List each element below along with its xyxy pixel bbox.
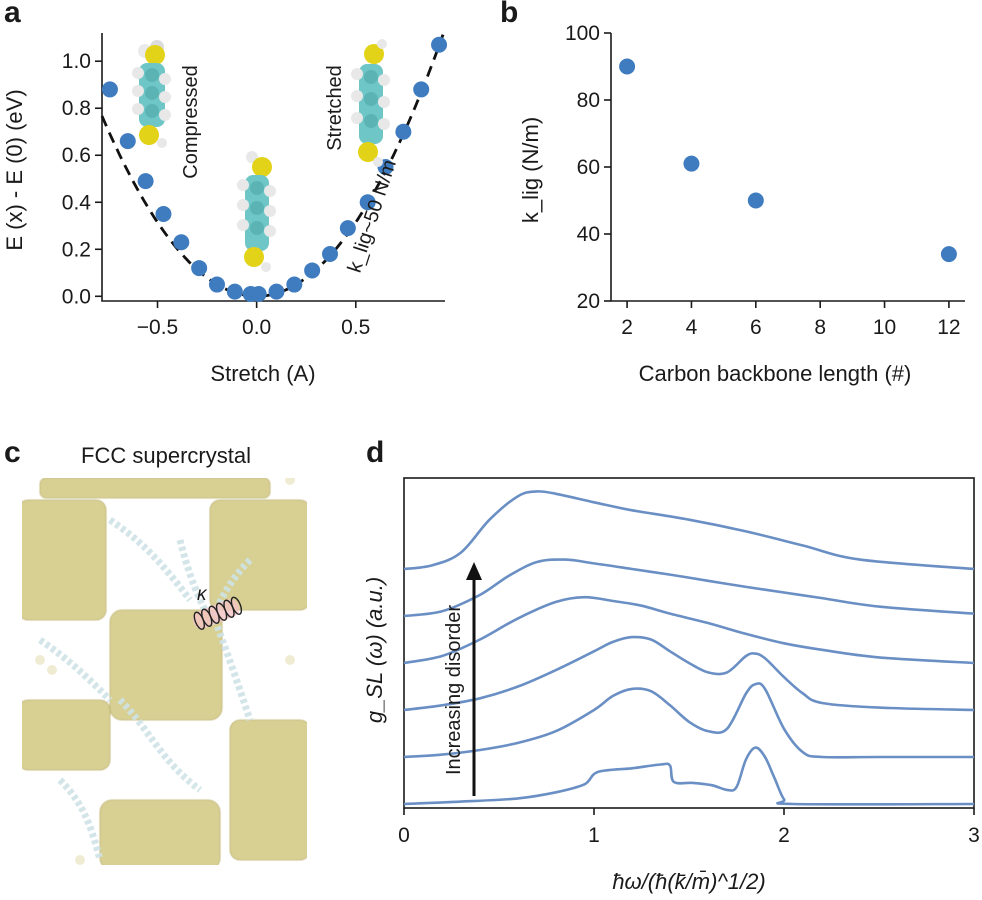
middle-molecule-image	[237, 151, 276, 272]
panel-d-curves	[403, 490, 975, 806]
panel-d-series-line-1	[403, 682, 974, 759]
panel-a-y-tick-label: 0.2	[62, 238, 91, 261]
stretched-annotation: Stretched	[324, 65, 346, 151]
panel-b-data-point	[940, 246, 957, 263]
panel-d-series-line-4	[403, 558, 975, 618]
panel-d-x-axis-label: ħω/(ħ(k̄/m̄)^1/2)	[612, 869, 765, 894]
panel-a-data-point	[173, 234, 190, 251]
panel-b-points	[619, 58, 957, 263]
panel-b-y-tick-label: 40	[577, 223, 600, 246]
panel-b-data-point	[619, 58, 636, 75]
panel-c-title: FCC supercrystal	[81, 443, 251, 468]
panel-a-data-point	[322, 245, 339, 262]
panel-a-data-point	[304, 262, 321, 279]
panel-d-x-tick-label: 0	[398, 824, 410, 847]
panel-a-y-tick-label: 0.0	[62, 285, 91, 308]
panel-a-data-point	[226, 283, 243, 300]
k-lig-annotation: k_lig~50 N/m	[344, 157, 401, 275]
panel-a-data-point	[155, 206, 172, 223]
panel-a-chart: −0.5 0.0 0.5 0.0 0.2 0.4 0.6 0.8 1.0	[2, 33, 448, 386]
panel-b-axes	[610, 33, 965, 302]
panel-a-data-point	[431, 36, 448, 53]
compressed-molecule-image	[132, 40, 171, 148]
panel-b-x-tick-label: 6	[750, 316, 762, 339]
panel-d-series-line-3	[403, 595, 975, 665]
fcc-supercrystal-image: κ	[22, 478, 307, 865]
panel-a-axes	[101, 33, 445, 302]
panel-b-x-tick-label: 2	[621, 316, 633, 339]
panel-a-data-point	[191, 260, 208, 277]
panel-a-y-axis-label: E (x) - E (0) (eV)	[2, 89, 27, 250]
panel-d-series-line-2	[403, 635, 975, 712]
panel-d-frame	[403, 477, 975, 809]
panel-d-x-tick-label: 2	[778, 824, 790, 847]
panel-b-y-tick-label: 80	[577, 89, 600, 112]
panel-d-label: d	[366, 436, 384, 469]
panel-b-ticks: 2 4 6 8 10 12 20 40 60 80 100	[565, 22, 961, 339]
panel-a-x-tick-label: 0.5	[341, 316, 370, 339]
panel-b-x-tick-label: 4	[686, 316, 698, 339]
panel-a-data-point	[359, 194, 376, 211]
panel-a-points	[101, 36, 448, 302]
panel-b-y-tick-label: 60	[577, 156, 600, 179]
panel-c-label: c	[4, 436, 21, 469]
panel-b-y-axis-label: k_lig (N/m)	[518, 117, 543, 223]
panel-b-x-tick-label: 12	[937, 316, 960, 339]
panel-d-x-tick-label: 1	[588, 824, 600, 847]
panel-d-y-axis-label: g_SL (ω) (a.u.)	[362, 577, 387, 723]
panel-b-x-axis-label: Carbon backbone length (#)	[639, 361, 912, 386]
panel-d-chart: 0 1 2 3 Increasing disorder g_SL (ω) (a.u.)…	[362, 477, 980, 894]
panel-d-series-line-5	[403, 490, 975, 571]
spring-illustration	[192, 596, 243, 630]
panel-b-label: b	[500, 0, 518, 29]
panel-a-x-tick-label: −0.5	[137, 316, 178, 339]
disorder-arrow-label: Increasing disorder	[443, 605, 465, 775]
panel-b-y-tick-label: 100	[565, 22, 600, 45]
panel-a-data-point	[339, 220, 356, 237]
panel-a-data-point	[208, 276, 225, 293]
panel-a-data-point	[250, 285, 267, 302]
panel-d-x-tick-label: 3	[968, 824, 980, 847]
panel-a-data-point	[286, 276, 303, 293]
panel-a-data-point	[137, 173, 154, 190]
panel-a-y-tick-label: 0.4	[62, 191, 92, 214]
panel-a-x-axis-label: Stretch (A)	[210, 361, 315, 386]
panel-a-label: a	[4, 0, 21, 29]
panel-b-x-tick-label: 8	[814, 316, 826, 339]
panel-d-series-line-0	[403, 746, 975, 806]
panel-a-x-tick-label: 0.0	[242, 316, 271, 339]
panel-a-data-point	[101, 81, 118, 98]
panel-a-y-tick-label: 0.8	[62, 97, 91, 120]
spring-kappa-label: κ	[197, 584, 208, 605]
panel-d-ticks: 0 1 2 3	[398, 808, 980, 847]
panel-b-chart: 2 4 6 8 10 12 20 40 60 80 100 k_lig (N/m) Carbon b…	[518, 22, 965, 386]
panel-a-y-tick-label: 0.6	[62, 144, 91, 167]
panel-a-y-tick-label: 1.0	[62, 50, 91, 73]
compressed-annotation: Compressed	[180, 65, 202, 178]
panel-b-data-point	[683, 155, 700, 172]
panel-a-data-point	[268, 283, 285, 300]
panel-b-data-point	[747, 192, 764, 209]
disorder-arrowhead	[466, 562, 482, 580]
panel-b-y-tick-label: 20	[577, 290, 600, 313]
stretched-molecule-image	[351, 39, 390, 167]
panel-a-ticks: −0.5 0.0 0.5 0.0 0.2 0.4 0.6 0.8 1.0	[62, 50, 371, 339]
panel-a-data-point	[119, 133, 136, 150]
panel-a-data-point	[395, 123, 412, 140]
panel-b-x-tick-label: 10	[873, 316, 896, 339]
panel-a-data-point	[413, 81, 430, 98]
